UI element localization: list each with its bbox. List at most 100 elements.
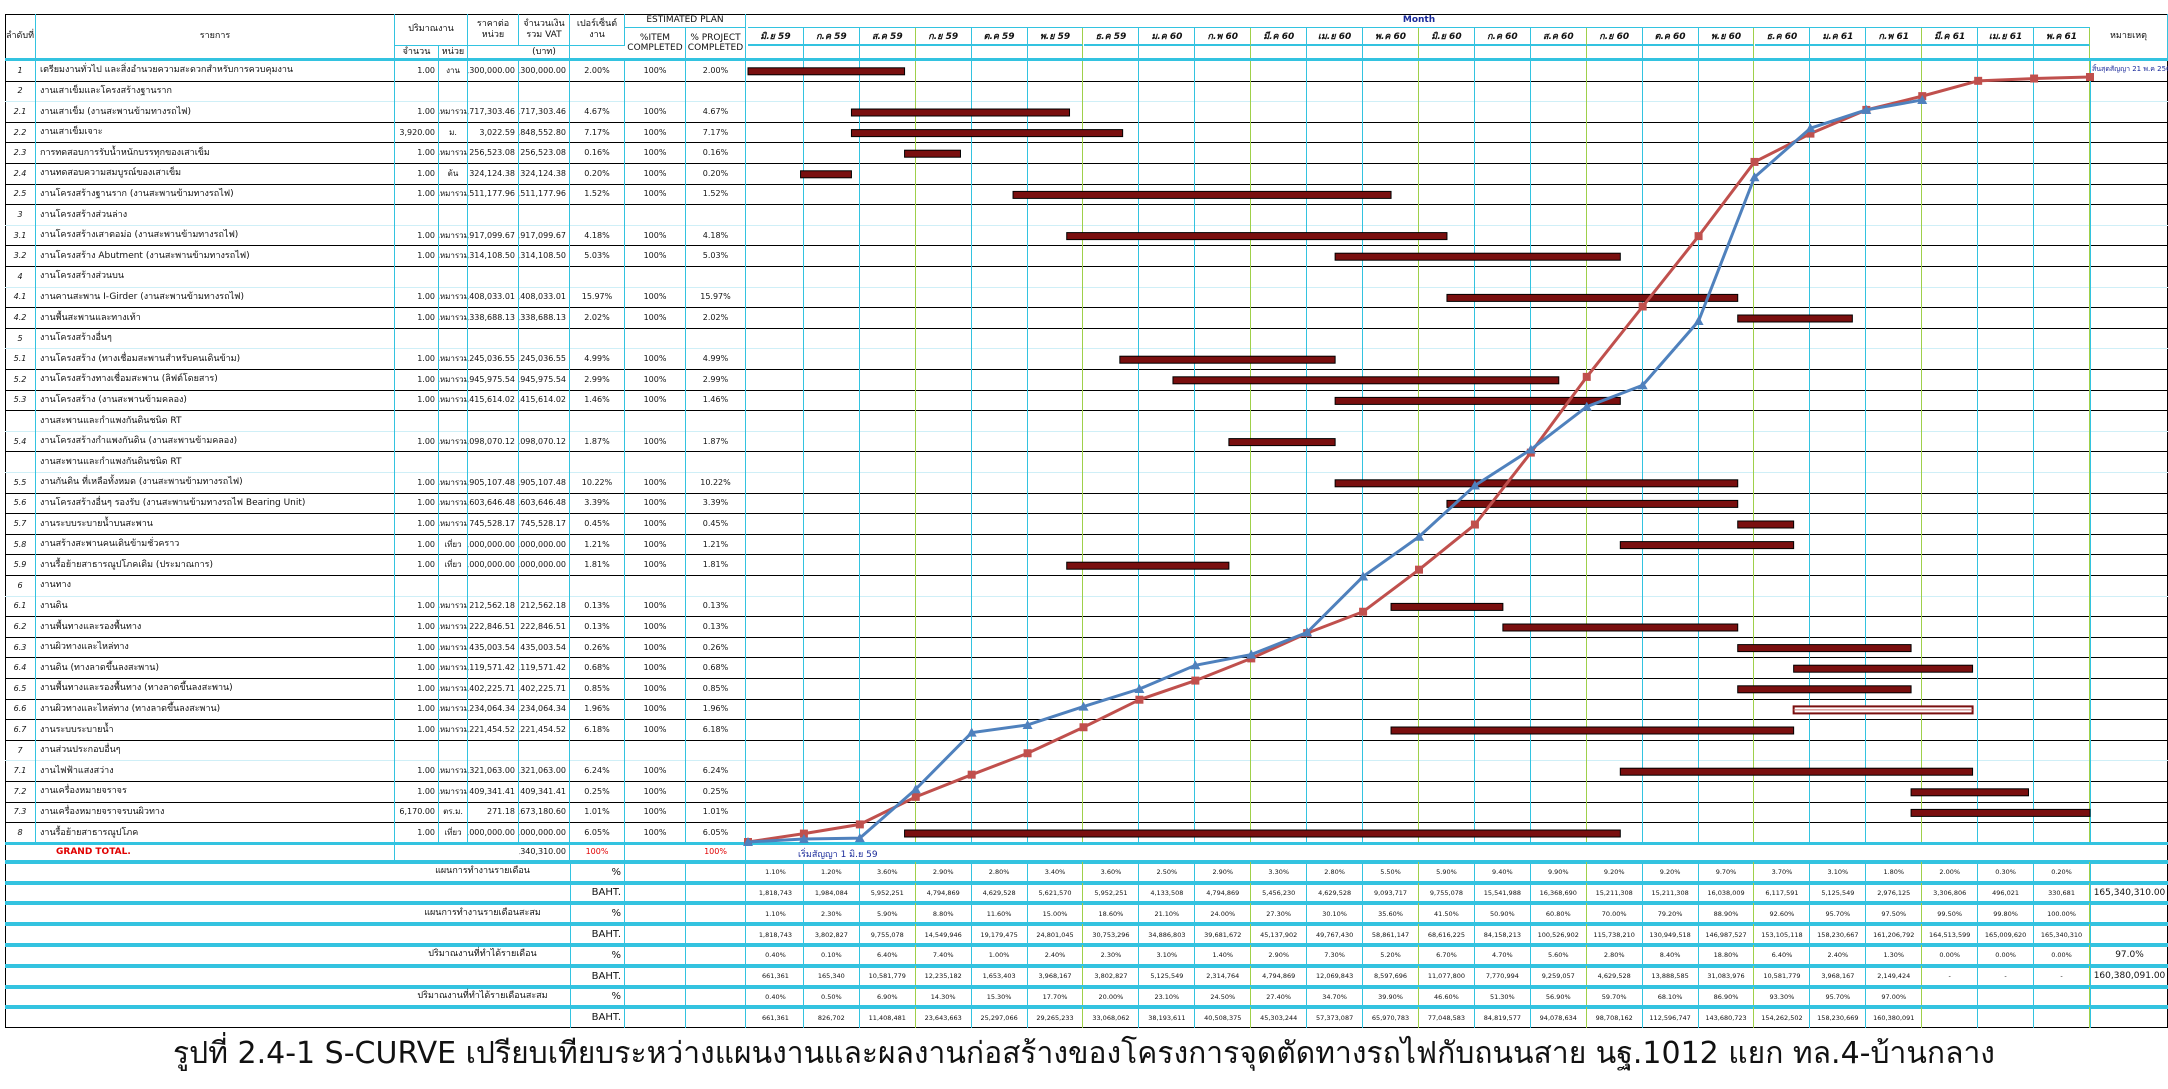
cell-proj-pct: 6.24% bbox=[686, 761, 746, 782]
month-cell bbox=[1084, 102, 1140, 123]
month-cell bbox=[1866, 452, 1923, 473]
month-cell bbox=[1643, 411, 1699, 432]
month-cell bbox=[1307, 287, 1364, 309]
summary-value: 27.30% bbox=[1251, 903, 1308, 925]
cell-proj-pct: 10.22% bbox=[686, 473, 746, 494]
cell-qty bbox=[395, 81, 439, 103]
cell-name: งานรื้อย้ายสาธารณูปโภค bbox=[36, 823, 395, 844]
month-cell bbox=[1810, 493, 1867, 515]
month-cell bbox=[916, 390, 972, 412]
cell-price: 7,717,303.46 bbox=[468, 102, 519, 123]
month-cell bbox=[1307, 720, 1364, 741]
summary-value: 50.90% bbox=[1475, 903, 1531, 925]
cell-item-pct: 100% bbox=[625, 122, 686, 144]
month-cell bbox=[1755, 802, 1811, 824]
month-cell bbox=[1587, 287, 1643, 309]
month-label: ม.ค 60 bbox=[1139, 28, 1196, 46]
cell-item-pct: 100% bbox=[625, 61, 686, 82]
summary-blank bbox=[625, 882, 686, 904]
summary-label: แผนการทำงานรายเดือน bbox=[435, 866, 530, 877]
month-cell bbox=[1251, 473, 1308, 494]
month-cell bbox=[1139, 205, 1196, 226]
month-cell bbox=[1139, 267, 1196, 288]
month-cell bbox=[1084, 122, 1140, 144]
month-cell bbox=[1810, 699, 1867, 721]
month-cell bbox=[1307, 308, 1364, 329]
summary-divider bbox=[5, 859, 2168, 864]
month-cell bbox=[748, 761, 804, 782]
cell-qty: 1.00 bbox=[395, 143, 439, 164]
header-item: รายการ bbox=[36, 14, 395, 59]
month-cell bbox=[972, 699, 1028, 721]
month-cell bbox=[748, 514, 804, 535]
summary-value: 1.30% bbox=[1866, 945, 1923, 966]
month-cell bbox=[1866, 328, 1923, 350]
summary-divider bbox=[5, 1005, 2168, 1010]
cell-no: 7.3 bbox=[5, 802, 36, 824]
month-cell bbox=[1251, 534, 1308, 556]
summary-total bbox=[2090, 1007, 2168, 1029]
cell-pct: 6.18% bbox=[570, 720, 625, 741]
month-cell bbox=[1028, 802, 1084, 824]
cell-proj-pct: 0.45% bbox=[686, 514, 746, 535]
summary-blank bbox=[686, 924, 746, 945]
month-cell bbox=[972, 761, 1028, 782]
month-cell bbox=[1866, 514, 1923, 535]
month-cell bbox=[2034, 61, 2090, 82]
month-cell bbox=[1251, 143, 1308, 164]
month-cell bbox=[1139, 617, 1196, 638]
month-cell bbox=[916, 225, 972, 247]
summary-value: 8,597,696 bbox=[1363, 965, 1419, 987]
month-cell bbox=[1810, 514, 1867, 535]
month-cell bbox=[860, 328, 916, 350]
month-cell bbox=[1587, 514, 1643, 535]
cell-name: งานเสาเข็ม (งานสะพานข้ามทางรถไฟ) bbox=[36, 102, 395, 123]
month-cell bbox=[1307, 205, 1364, 226]
summary-total bbox=[2090, 903, 2168, 925]
month-label: พ.ค 60 bbox=[1363, 28, 1419, 46]
month-cell bbox=[1251, 555, 1308, 576]
month-cell bbox=[1699, 246, 1755, 267]
month-cell bbox=[1251, 493, 1308, 515]
cell-item-pct: 100% bbox=[625, 308, 686, 329]
summary-value: 33,068,062 bbox=[1084, 1007, 1140, 1029]
month-cell bbox=[1028, 225, 1084, 247]
month-cell bbox=[1866, 225, 1923, 247]
cell-name: งานโครงสร้างอื่นๆ รองรับ (งานสะพานข้ามทา… bbox=[36, 493, 395, 515]
summary-value: 4,794,869 bbox=[916, 882, 972, 904]
summary-value: 12,069,843 bbox=[1307, 965, 1364, 987]
month-cell bbox=[1419, 61, 1475, 82]
month-cell bbox=[1978, 61, 2035, 82]
month-cell bbox=[1028, 679, 1084, 700]
month-cell bbox=[1755, 267, 1811, 288]
month-cell bbox=[1195, 823, 1252, 844]
cell-amount: 10,321,063.00 bbox=[519, 761, 570, 782]
summary-value: 1,818,743 bbox=[748, 882, 804, 904]
cell-unit: เหมารวม bbox=[439, 225, 468, 247]
cell-item-pct: 100% bbox=[625, 679, 686, 700]
month-cell bbox=[1475, 761, 1531, 782]
month-cell bbox=[1195, 658, 1252, 679]
summary-value: 5,125,549 bbox=[1139, 965, 1196, 987]
month-cell bbox=[1419, 122, 1475, 144]
summary-value: 6.90% bbox=[860, 986, 916, 1008]
month-cell bbox=[1587, 205, 1643, 226]
remarks-cell bbox=[2090, 143, 2168, 164]
cell-pct: 2.00% bbox=[570, 61, 625, 82]
month-cell bbox=[1475, 225, 1531, 247]
remarks-cell bbox=[2090, 782, 2168, 803]
month-cell bbox=[1587, 164, 1643, 185]
cell-price: 2,511,177.96 bbox=[468, 184, 519, 206]
month-tick bbox=[1475, 46, 1531, 59]
cell-unit bbox=[439, 740, 468, 762]
month-cell bbox=[2034, 431, 2090, 453]
summary-value: 24,801,045 bbox=[1028, 924, 1084, 945]
cell-qty: 1.00 bbox=[395, 493, 439, 515]
month-cell bbox=[1363, 287, 1419, 309]
month-cell bbox=[1643, 390, 1699, 412]
month-cell bbox=[1251, 246, 1308, 267]
cell-pct bbox=[570, 267, 625, 288]
month-cell bbox=[1084, 61, 1140, 82]
month-cell bbox=[1139, 143, 1196, 164]
summary-value: 1.00% bbox=[972, 945, 1028, 966]
